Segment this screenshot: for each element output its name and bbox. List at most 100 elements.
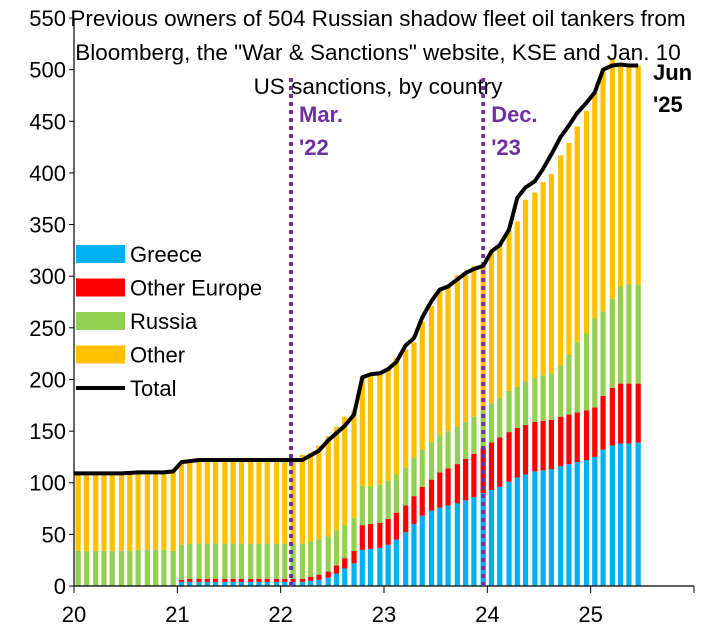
bar-russia-31 <box>342 525 348 559</box>
bar-other-europe-43 <box>445 468 451 506</box>
y-tick-label: 50 <box>42 522 66 547</box>
bar-russia-39 <box>411 457 417 497</box>
bar-other-2 <box>93 473 99 551</box>
bar-other-52 <box>522 199 529 382</box>
bar-russia-41 <box>428 442 435 480</box>
legend-label: Total <box>130 376 176 401</box>
bar-other-europe-30 <box>333 565 340 574</box>
bar-other-europe-64 <box>626 383 632 444</box>
y-tick-label: 550 <box>29 6 66 31</box>
y-tick-label: 400 <box>29 161 66 186</box>
bar-russia-48 <box>488 403 495 443</box>
bar-russia-2 <box>93 550 99 586</box>
bar-greece-22 <box>264 581 270 586</box>
bar-greece-35 <box>377 547 383 586</box>
bar-greece-48 <box>488 489 495 586</box>
bar-greece-60 <box>592 456 598 586</box>
bar-greece-38 <box>403 532 409 586</box>
bar-other-6 <box>127 473 133 551</box>
bar-other-europe-15 <box>204 578 210 582</box>
bar-greece-49 <box>497 486 503 586</box>
bar-greece-40 <box>419 515 425 586</box>
bar-other-11 <box>170 472 176 551</box>
bar-greece-58 <box>574 462 580 586</box>
bar-other-0 <box>75 473 81 551</box>
bar-greece-25 <box>290 581 296 586</box>
bar-other-63 <box>618 65 624 287</box>
bar-russia-1 <box>83 550 89 586</box>
x-tick-label: 22 <box>268 602 292 627</box>
bar-other-europe-29 <box>325 571 331 578</box>
bar-russia-5 <box>118 550 125 586</box>
bar-russia-49 <box>497 398 503 438</box>
bar-other-37 <box>393 357 399 475</box>
bar-other-1 <box>83 473 89 551</box>
chart-title: Previous owners of 504 Russian shadow fl… <box>70 6 686 99</box>
bar-other-27 <box>308 452 314 542</box>
bar-other-35 <box>377 373 383 485</box>
end-label: '25 <box>653 92 683 117</box>
bar-other-europe-45 <box>463 458 469 501</box>
bar-greece-53 <box>532 471 538 586</box>
bar-other-21 <box>256 461 262 544</box>
bar-other-europe-61 <box>600 395 606 450</box>
bar-other-europe-54 <box>540 420 546 471</box>
bar-russia-33 <box>359 485 365 526</box>
bar-other-europe-56 <box>558 416 564 467</box>
bar-other-9 <box>153 472 159 550</box>
bar-other-32 <box>351 410 357 518</box>
bar-other-europe-51 <box>514 427 520 478</box>
bar-other-europe-28 <box>316 574 322 580</box>
bar-other-3 <box>101 473 107 551</box>
bar-russia-29 <box>325 536 331 572</box>
y-tick-label: 450 <box>29 109 66 134</box>
legend-label: Russia <box>130 309 198 334</box>
bar-other-56 <box>558 155 564 365</box>
bar-other-47 <box>480 265 486 411</box>
y-tick-label: 0 <box>54 574 66 599</box>
bar-other-25 <box>290 461 296 544</box>
bar-russia-63 <box>618 286 624 384</box>
bar-greece-12 <box>178 581 185 586</box>
bar-other-64 <box>626 65 632 285</box>
bar-greece-13 <box>187 581 193 586</box>
bar-other-18 <box>230 461 236 544</box>
bar-greece-61 <box>600 449 606 586</box>
bar-russia-24 <box>282 543 288 579</box>
bar-other-europe-63 <box>618 383 624 444</box>
bar-greece-57 <box>566 464 572 586</box>
bar-russia-62 <box>609 298 615 388</box>
annotation-label: '22 <box>299 135 329 160</box>
bar-other-europe-58 <box>574 412 580 463</box>
bar-other-41 <box>428 306 435 443</box>
bar-russia-8 <box>144 549 150 586</box>
bar-other-58 <box>574 126 580 343</box>
bar-russia-20 <box>248 543 254 579</box>
bar-russia-52 <box>522 381 529 425</box>
bar-russia-32 <box>351 517 357 551</box>
bar-greece-46 <box>471 497 477 586</box>
bar-other-europe-12 <box>178 579 185 582</box>
bar-russia-18 <box>230 543 236 579</box>
bar-russia-43 <box>445 431 451 469</box>
bar-russia-9 <box>153 549 159 586</box>
bar-russia-23 <box>273 543 280 579</box>
bar-greece-36 <box>385 544 391 586</box>
bar-other-29 <box>325 436 331 537</box>
bar-other-europe-27 <box>308 576 314 581</box>
annotation-labels: Mar. '22 Dec. '23 Jun '25 <box>299 60 692 160</box>
bar-greece-39 <box>411 524 417 586</box>
bar-other-34 <box>367 373 374 486</box>
bar-greece-31 <box>342 568 348 586</box>
bar-russia-11 <box>170 550 176 586</box>
bar-other-europe-48 <box>488 442 495 490</box>
bar-russia-38 <box>403 467 409 506</box>
bar-russia-7 <box>135 549 141 586</box>
legend-label: Other Europe <box>130 276 262 301</box>
bar-greece-26 <box>299 581 305 586</box>
bar-other-38 <box>403 349 409 468</box>
bar-other-10 <box>161 472 167 550</box>
bar-greece-50 <box>506 481 512 586</box>
bar-greece-64 <box>626 443 632 586</box>
bar-other-europe-41 <box>428 479 435 511</box>
